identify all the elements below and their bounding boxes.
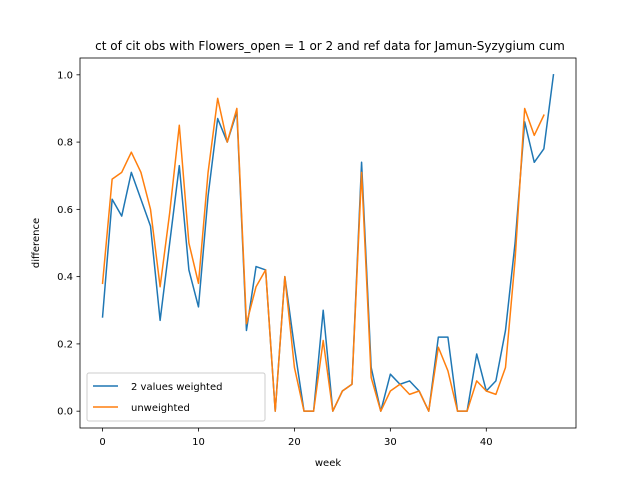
plot-frame — [79, 57, 577, 429]
series-line-0 — [101, 73, 555, 412]
y-tick-label: 0.2 — [57, 339, 73, 350]
y-tick-label: 0.4 — [57, 272, 73, 283]
x-tick-label: 0 — [99, 437, 105, 448]
y-tick-label: 0.8 — [57, 138, 73, 149]
x-axis-ticks: 0 10 20 30 40 — [99, 428, 493, 448]
x-tick-label: 10 — [192, 437, 205, 448]
legend-label-weighted: 2 values weighted — [131, 382, 222, 393]
x-tick-label: 30 — [384, 437, 397, 448]
legend-label-unweighted: unweighted — [131, 403, 190, 414]
y-tick-label: 0.0 — [57, 407, 73, 418]
x-tick-label: 20 — [288, 437, 301, 448]
legend: 2 values weighted unweighted — [86, 372, 266, 422]
y-axis-ticks: 0.0 0.2 0.4 0.6 0.8 1.0 — [57, 70, 80, 418]
y-axis-label: difference — [31, 218, 42, 268]
x-tick-label: 40 — [480, 437, 493, 448]
series-layer — [101, 73, 555, 412]
legend-box — [86, 372, 266, 422]
y-tick-label: 1.0 — [57, 70, 73, 81]
x-axis-label: week — [315, 458, 341, 469]
series-line-1 — [101, 97, 545, 412]
y-tick-label: 0.6 — [57, 205, 73, 216]
chart-title: ct of cit obs with Flowers_open = 1 or 2… — [95, 39, 565, 53]
